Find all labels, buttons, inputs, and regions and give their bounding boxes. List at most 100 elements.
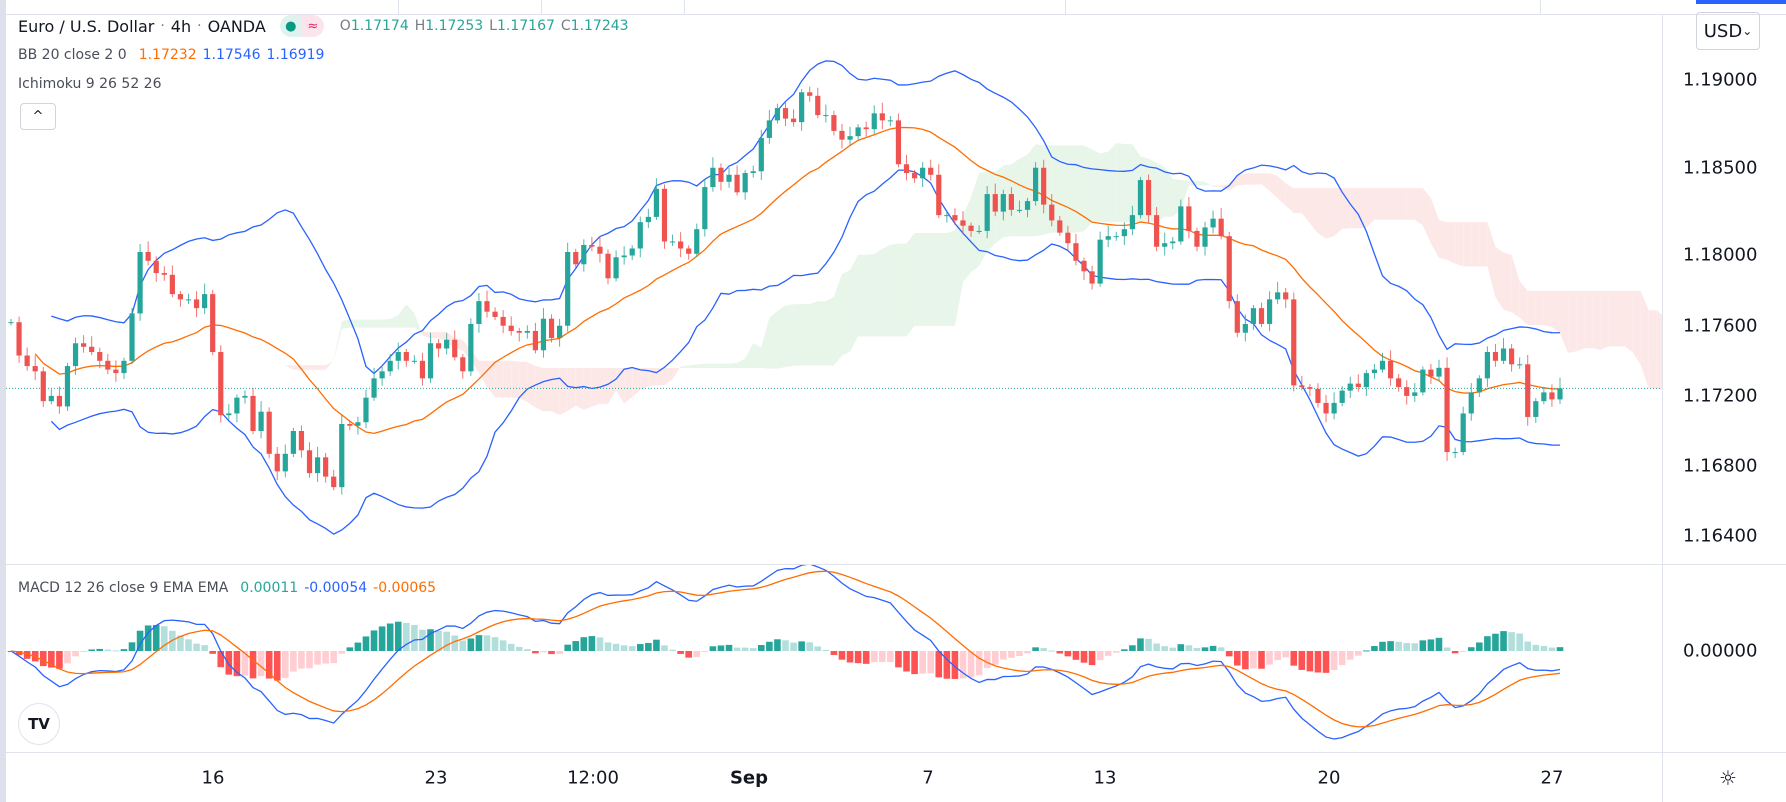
candle (193, 291, 200, 317)
chart-canvas[interactable] (0, 0, 1662, 752)
cloud-segment (1092, 149, 1101, 223)
candle (161, 266, 167, 281)
macd-histogram-bar (1403, 643, 1411, 651)
time-tick: Sep (729, 767, 769, 789)
cloud-segment (1229, 175, 1238, 191)
candle-body (863, 127, 869, 130)
macd-histogram-bar (201, 645, 208, 651)
candle (298, 425, 305, 458)
candle (1283, 287, 1289, 309)
candle-body (581, 244, 587, 265)
macd-histogram-bar (814, 646, 822, 651)
cloud-segment (833, 274, 842, 366)
cloud-segment (1317, 188, 1327, 239)
toolbar-divider (541, 0, 542, 14)
candle (97, 347, 103, 369)
symbol-name[interactable]: Euro / U.S. Dollar (18, 16, 155, 36)
candle (653, 178, 660, 221)
candle (1121, 222, 1127, 245)
candle-body (1032, 167, 1039, 202)
cloud-segment (333, 320, 342, 361)
candle-body (984, 194, 990, 231)
macd-histogram-bar (1217, 647, 1225, 651)
cloud-segment (422, 332, 431, 339)
candle-body (726, 174, 732, 182)
macd-histogram-bar (1096, 651, 1104, 661)
macd-legend[interactable]: MACD 12 26 close 9 EMA EMA 0.00011 -0.00… (18, 577, 436, 599)
bb-legend[interactable]: BB 20 close 2 0 1.17232 1.17546 1.16919 (18, 44, 324, 66)
cloud-segment (301, 365, 310, 370)
candle (694, 223, 700, 257)
macd-histogram-bar (1185, 645, 1193, 651)
candle (855, 124, 861, 140)
currency-select[interactable]: USD ⌄ (1696, 12, 1760, 50)
candle (669, 234, 676, 247)
macd-histogram-bar (1169, 647, 1177, 651)
macd-histogram-bar (1282, 651, 1289, 658)
candle (24, 347, 30, 371)
collapse-legend-button[interactable]: ^ (20, 103, 56, 130)
macd-histogram-bar (330, 651, 338, 664)
top-toolbar-strip (0, 0, 1786, 15)
cloud-segment (1196, 180, 1206, 186)
candle (718, 163, 724, 191)
macd-histogram-bar (596, 637, 604, 651)
bb-lower-value: 1.16919 (266, 47, 325, 63)
candle-body (694, 229, 700, 254)
candle (1315, 383, 1321, 408)
candle-body (16, 322, 22, 356)
macd-label: MACD 12 26 close 9 EMA EMA (18, 580, 229, 596)
bb-lower-line (50, 169, 1561, 535)
cloud-segment (745, 343, 754, 368)
candle (1008, 187, 1014, 216)
tradingview-logo[interactable]: TV (18, 703, 60, 745)
candle-body (1331, 402, 1337, 414)
candle-body (540, 318, 547, 351)
candle (1387, 350, 1394, 386)
cloud-segment (753, 343, 762, 368)
candle (1250, 304, 1257, 330)
cloud-segment (922, 232, 931, 326)
candle (500, 310, 506, 334)
macd-histogram-bar (1395, 641, 1402, 651)
delayed-data-icon: ≈ (301, 15, 324, 37)
pane-separator[interactable] (6, 564, 1786, 565)
cloud-segment (1245, 173, 1254, 185)
candle-body (161, 273, 167, 275)
candle (113, 360, 119, 382)
cloud-segment (495, 360, 504, 398)
candle (226, 404, 232, 420)
macd-histogram-bar (967, 651, 975, 678)
macd-histogram-bar (911, 651, 918, 675)
candle (823, 104, 829, 123)
cloud-segment (882, 244, 891, 337)
macd-histogram-bar (741, 647, 749, 651)
bb-upper-line (51, 60, 1561, 375)
chart-settings-icon[interactable]: ☼ (1719, 766, 1737, 790)
cloud-segment (1003, 164, 1012, 238)
macd-histogram-bar (927, 651, 935, 674)
candle-body (613, 257, 619, 279)
candle (782, 101, 789, 126)
candle-body (484, 301, 490, 312)
candle-body (1323, 402, 1329, 414)
candle (815, 87, 821, 119)
macd-histogram-bar (1419, 640, 1427, 651)
candle (1275, 281, 1281, 304)
candle-body (48, 395, 54, 402)
candle-body (839, 130, 845, 140)
macd-histogram-bar (306, 651, 313, 669)
candle-body (371, 378, 377, 398)
candle (290, 427, 296, 457)
market-status-badge[interactable]: ● ≈ (279, 15, 324, 37)
candle (1299, 376, 1305, 391)
ichimoku-legend[interactable]: Ichimoku 9 26 52 26 (18, 73, 162, 95)
macd-histogram-bar (1330, 651, 1338, 671)
cloud-segment (841, 270, 851, 356)
macd-histogram-bar (628, 646, 636, 651)
macd-histogram-bar (507, 643, 515, 651)
candle-body (1436, 367, 1442, 377)
cloud-segment (511, 360, 520, 399)
cloud-segment (1334, 188, 1343, 237)
low-value: 1.17167 (496, 18, 555, 34)
